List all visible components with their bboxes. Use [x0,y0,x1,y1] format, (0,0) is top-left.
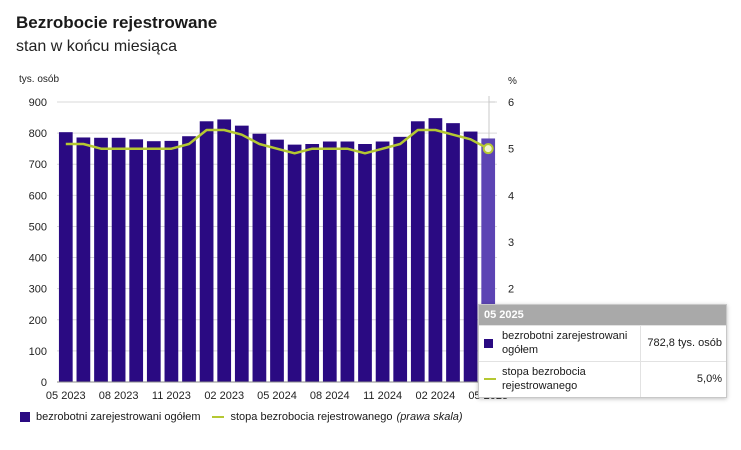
x-tick-label: 08 2023 [99,390,139,402]
y-tick-label-left: 100 [29,346,47,358]
tooltip-divider [640,362,641,397]
y-tick-label-right: 5 [508,144,514,156]
bar [446,123,460,383]
y-tick-label-left: 700 [29,159,47,171]
line-series-marker [484,378,496,380]
tooltip-value: 5,0% [696,373,722,385]
x-tick-label: 05 2024 [257,390,297,402]
x-tick-label: 08 2024 [310,390,350,402]
bar [340,141,355,382]
bar [234,125,249,383]
tooltip-divider [640,326,641,361]
bar [270,139,284,382]
bar [463,131,478,382]
bar [410,121,425,383]
tooltip-header: 05 2025 [479,305,726,325]
y-tick-label-left: 600 [29,190,47,202]
legend-bar-swatch[interactable] [20,412,30,422]
y-tick-label-left: 900 [29,97,47,109]
bar [393,136,408,382]
x-tick-label: 02 2023 [204,390,244,402]
rate-point-highlight [482,143,494,155]
bar [164,140,179,382]
chart-title: Bezrobocie rejestrowane [16,13,218,32]
bar [252,133,267,382]
chart-subtitle: stan w końcu miesiąca [16,38,177,55]
x-tick-label: 11 2024 [363,390,402,402]
bar [94,137,108,382]
bar [375,141,390,382]
bar [58,132,73,382]
bar [76,137,91,382]
y-tick-label-right: 3 [508,237,514,249]
rate-line [65,128,489,155]
legend-line-swatch[interactable] [212,416,225,418]
bar [305,144,320,382]
x-tick-label: 02 2024 [416,390,456,402]
y-tick-label-left: 400 [29,253,47,265]
chart-legend: bezrobotni zarejestrowani ogółem stopa b… [20,411,463,423]
bar [146,141,161,382]
y-tick-label-left: 800 [29,128,47,140]
tooltip-row-bars: bezrobotni zarejestrowani ogółem 782,8 t… [479,325,726,361]
y-tick-label-right: 6 [508,97,514,109]
legend-line-label[interactable]: stopa bezrobocia rejestrowanego [230,411,393,423]
y-tick-label-left: 200 [29,315,47,327]
x-tick-label: 05 2023 [46,390,86,402]
chart-tooltip: 05 2025 bezrobotni zarejestrowani ogółem… [478,304,727,398]
y-tick-label-right: 4 [508,190,514,202]
legend-line-note: (prawa skala) [396,411,463,423]
x-tick-label: 11 2023 [152,390,191,402]
bar-series-marker [484,339,493,348]
bar [182,136,196,382]
bar [287,144,302,382]
bar [129,139,144,382]
tooltip-value: 782,8 tys. osób [647,337,722,349]
y-tick-label-left: 0 [41,377,47,389]
y-axis-label-left: tys. osób [19,74,59,85]
bar [217,119,232,382]
y-tick-label-left: 300 [29,284,47,296]
bar [199,121,214,383]
tooltip-row-line: stopa bezrobocia rejestrowanego 5,0% [479,361,726,397]
bar [111,137,126,382]
bar [322,141,337,382]
y-tick-label-right: 2 [508,284,514,296]
y-axis-label-right: % [508,76,517,87]
tooltip-label: bezrobotni zarejestrowani ogółem [502,330,628,356]
tooltip-label: stopa bezrobocia rejestrowanego [502,366,586,392]
legend-bar-label[interactable]: bezrobotni zarejestrowani ogółem [36,411,201,423]
bar [428,118,443,382]
bar [358,144,372,382]
y-tick-label-left: 500 [29,221,47,233]
